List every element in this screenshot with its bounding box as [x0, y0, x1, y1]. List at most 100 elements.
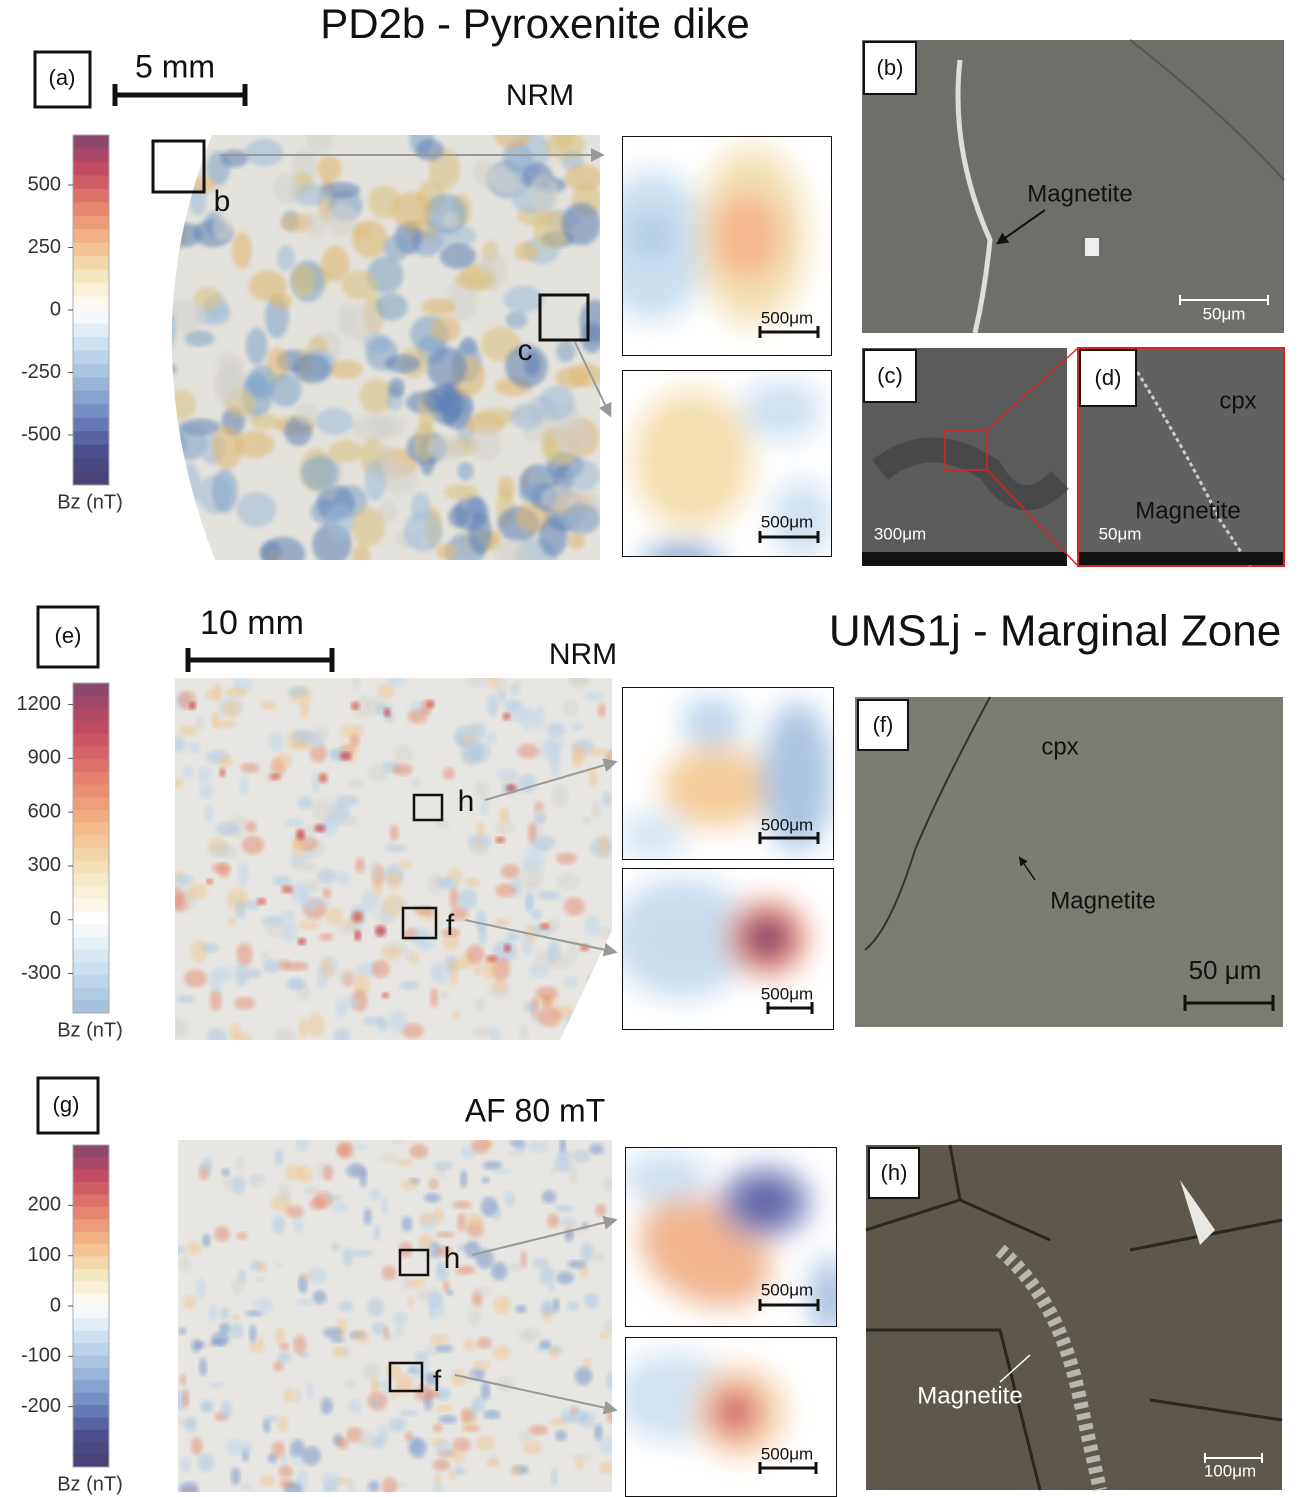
colorbar-step [73, 202, 109, 216]
map-texture [272, 1216, 285, 1234]
colorbar-step [73, 759, 109, 772]
map-texture [287, 979, 306, 990]
title: UMS1j - Marginal Zone [829, 607, 1281, 656]
map-texture [298, 863, 317, 872]
map-texture [177, 995, 195, 1004]
colorbar-step [73, 364, 109, 378]
map-texture [384, 708, 391, 717]
map-texture [249, 1176, 264, 1187]
map-texture [346, 1163, 365, 1178]
map-texture [246, 328, 268, 365]
colorbar-step [73, 337, 109, 351]
map-texture [320, 1398, 333, 1415]
map-texture [503, 1191, 515, 1206]
map-texture [495, 837, 505, 844]
colorbar-tick-label: -300 [21, 962, 61, 984]
map-texture [306, 823, 314, 846]
map-texture [364, 460, 385, 501]
map-texture [381, 1197, 388, 1215]
map-texture [494, 677, 507, 694]
colorbar-step [73, 1368, 109, 1381]
map-texture [523, 1001, 535, 1012]
colorbar-step [73, 418, 109, 432]
map-texture [142, 215, 172, 252]
map-texture [545, 734, 564, 753]
map-image [171, 1135, 622, 1497]
map-texture [547, 1213, 559, 1228]
colorbar-tick-label: 900 [28, 747, 61, 769]
map-texture [386, 1363, 401, 1379]
colorbar-step [73, 1343, 109, 1356]
map-texture [582, 1013, 600, 1036]
map-texture [292, 265, 314, 299]
colorbar-tick-label: 100 [28, 1244, 61, 1266]
map-texture [208, 1304, 218, 1322]
map-texture [293, 1459, 304, 1465]
map-texture [435, 1473, 441, 1485]
map-texture [543, 1311, 551, 1323]
map-texture [533, 1258, 549, 1269]
colorbar-tick-label: 500 [28, 173, 61, 195]
map-texture [553, 1158, 571, 1172]
map-texture [372, 879, 384, 897]
map-texture [429, 1176, 436, 1191]
map-texture [249, 1325, 256, 1343]
map-texture [393, 764, 413, 776]
colorbar-step [73, 1244, 109, 1257]
map-texture [473, 159, 497, 186]
map-texture [274, 753, 292, 770]
map-label: NRM [506, 79, 574, 112]
map-texture [391, 1137, 407, 1144]
colorbar-step [73, 683, 109, 696]
map-texture [518, 1431, 535, 1442]
map-texture [141, 308, 176, 341]
map-texture [185, 1417, 197, 1433]
map-texture [274, 1028, 297, 1044]
map-texture [363, 1016, 384, 1025]
map-texture [174, 874, 193, 886]
colorbar-step [73, 1145, 109, 1158]
map-texture [223, 1176, 230, 1191]
map-texture [596, 1023, 606, 1041]
map-texture [235, 899, 246, 918]
colorbar-step [73, 175, 109, 189]
box-label: f [446, 909, 455, 942]
map-texture [313, 1290, 327, 1304]
map-texture [264, 1415, 278, 1422]
map-texture [314, 824, 326, 832]
map-texture [337, 969, 356, 983]
colorbar-step [73, 377, 109, 391]
map-texture [334, 1029, 351, 1046]
map-texture [281, 1456, 287, 1465]
colorbar-tick-label: 300 [28, 854, 61, 876]
map-texture [555, 1430, 566, 1441]
map-texture [353, 1330, 370, 1344]
map-texture [236, 1157, 245, 1171]
map-texture [296, 829, 305, 840]
map-texture [393, 1312, 408, 1326]
colorbar-step [73, 458, 109, 472]
map-texture [330, 1337, 344, 1343]
map-texture [242, 836, 265, 855]
map-texture [274, 1262, 283, 1268]
map-texture [172, 736, 186, 752]
map-texture [431, 316, 461, 342]
map-texture [273, 173, 300, 203]
map-texture [305, 126, 332, 154]
map-texture [591, 802, 602, 818]
map-texture [252, 414, 281, 430]
map-texture [409, 1438, 427, 1458]
map-texture [266, 924, 288, 937]
map-texture [257, 898, 267, 905]
colorbar-step [73, 189, 109, 203]
map-texture [557, 1271, 574, 1284]
colorbar-step [73, 861, 109, 874]
map-texture [331, 750, 339, 760]
map-texture [141, 332, 167, 359]
map-texture [181, 463, 201, 504]
map-texture [399, 981, 419, 990]
map-texture [452, 1201, 472, 1209]
map-texture [514, 1143, 525, 1153]
map-texture [382, 1266, 396, 1281]
